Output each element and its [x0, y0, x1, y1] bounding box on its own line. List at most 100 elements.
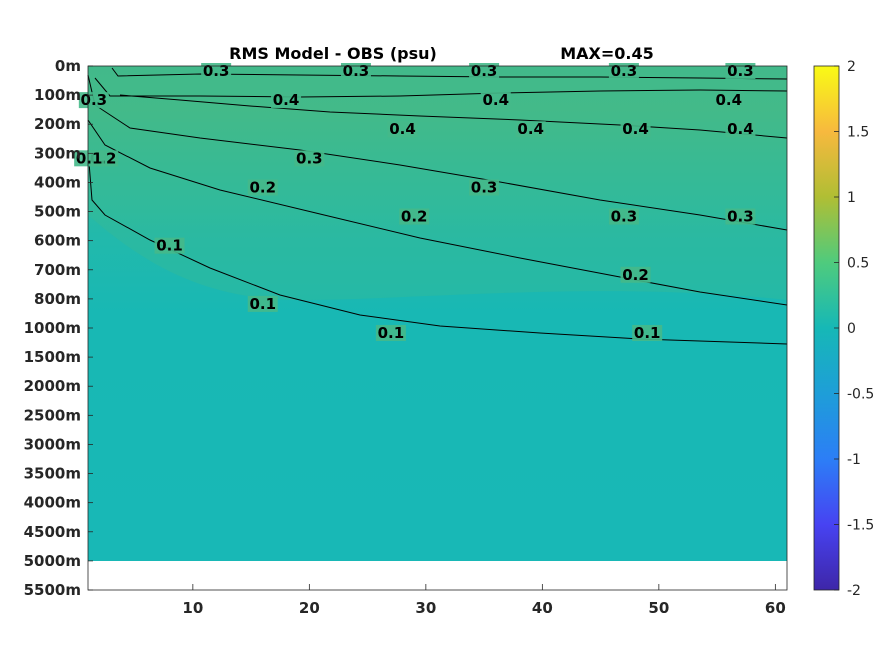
y-axis-ticks: 0m 100m 200m 300m 400m 500m 600m 700m 800m 1000m 1… — [24, 57, 93, 599]
contour-label-bg — [632, 325, 663, 341]
contour-label-text: 0.1 — [634, 324, 661, 342]
contour-label: 0.2 — [620, 266, 651, 284]
contour-label-text: 0.1 — [156, 237, 183, 255]
contour-label-bg — [294, 150, 325, 167]
y-tick-label: 4500m — [24, 523, 81, 541]
y-tick-label: 200m — [34, 115, 81, 133]
contour-label-text: 0.3 — [471, 62, 498, 80]
contour-label-bg — [154, 237, 185, 254]
contour-label-bg — [515, 121, 546, 138]
contour-label: 0.1 — [375, 324, 406, 342]
contour-label-text: 0.3 — [343, 62, 370, 80]
contour-label: 0.3 — [201, 62, 232, 80]
contour-line-0.2 — [87, 119, 788, 306]
contour-label-text: 0.3 — [611, 208, 638, 226]
contour-label: 0.3 — [725, 62, 756, 80]
contour-label-bg — [480, 92, 511, 109]
y-tick-label: 5500m — [24, 581, 81, 599]
contour-label-bg — [469, 63, 500, 79]
contour-label: 0.3 — [608, 62, 639, 80]
contour-label: 0.4 — [620, 120, 651, 138]
chart-title: RMS Model - OBS (psu) — [229, 44, 437, 63]
y-tick-label: 100m — [34, 86, 81, 104]
contour-label-bg — [271, 92, 302, 109]
contour-label-text: 0.1 — [249, 295, 276, 313]
y-tick-label: 5000m — [24, 552, 81, 570]
contour-label-text: 0.2 — [401, 208, 428, 226]
contour-label-bg — [725, 121, 756, 138]
y-tick-label: 3000m — [24, 435, 81, 453]
contour-label-text: 0.2 — [249, 178, 276, 196]
contour-label: 0.4 — [713, 91, 744, 109]
colorbar-ticks: 2 1.5 1 0.5 0 -0.5 -1 -1.5 -2 — [834, 59, 874, 599]
contour-label: 0.2 — [247, 178, 278, 196]
y-tick-label: 800m — [34, 290, 81, 308]
y-tick-label: 1000m — [24, 319, 81, 337]
x-tick-label: 20 — [299, 599, 320, 617]
colorbar-tick-label: 1 — [847, 190, 856, 206]
contour-label-text: 0.4 — [273, 91, 300, 109]
contour-label-text: 0.4 — [727, 120, 754, 138]
contour-label: 0.3 — [294, 149, 325, 167]
contour-label-text: 0.4 — [517, 120, 544, 138]
contour-label-bg — [620, 121, 651, 138]
contour-label: 0.4 — [271, 91, 302, 109]
contour-label: 0.1 — [247, 295, 278, 313]
contour-label-text: 0.4 — [715, 91, 742, 109]
contour-line-0.3-surface — [111, 67, 788, 80]
x-tick-label: 10 — [182, 599, 203, 617]
plot-area — [88, 66, 787, 590]
contour-label-bg — [201, 63, 232, 79]
contour-line-0.4-upper — [94, 77, 788, 98]
y-tick-label: 600m — [34, 232, 81, 250]
y-tick-label: 2500m — [24, 406, 81, 424]
max-annotation: MAX=0.45 — [560, 44, 654, 63]
y-tick-label: 2000m — [24, 377, 81, 395]
contour-label-text: 0.4 — [389, 120, 416, 138]
y-tick-label: 500m — [34, 203, 81, 221]
contour-label-bg — [78, 92, 109, 109]
contour-label-text: 0.2 — [622, 266, 649, 284]
contour-label-text: 0.3 — [611, 62, 638, 80]
contour-label-bg — [387, 121, 418, 138]
contour-label: 0.1 — [632, 324, 663, 342]
y-tick-label: 300m — [34, 144, 81, 162]
y-tick-label: 4000m — [24, 494, 81, 512]
y-tick-label: 0m — [55, 57, 81, 75]
contour-lines — [87, 67, 788, 345]
contour-label: 0.1 — [74, 149, 105, 167]
contour-label-text: 0.3 — [203, 62, 230, 80]
x-axis-ticks: 10 20 30 40 50 60 — [182, 584, 786, 617]
contour-label-bg — [399, 208, 430, 225]
y-tick-label: 1500m — [24, 348, 81, 366]
colorbar-tick-label: 0 — [847, 321, 856, 337]
contour-label: 0.3 — [340, 62, 371, 80]
contour-label-bg — [375, 325, 406, 341]
contour-line-0.1 — [87, 149, 788, 345]
contour-label-bg — [725, 208, 756, 225]
colorbar-tick-label: 1.5 — [847, 125, 869, 141]
heatmap-field — [88, 66, 787, 561]
colorbar-tick-label: -2 — [847, 583, 861, 599]
contour-label: 0.4 — [480, 91, 511, 109]
contour-label: 0.3 — [469, 178, 500, 196]
x-tick-label: 60 — [765, 599, 786, 617]
contour-label-text: 0.3 — [727, 208, 754, 226]
colorbar-tick-label: -1 — [847, 452, 861, 468]
contour-label: 0.4 — [725, 120, 756, 138]
contour-line-0.4-lower — [119, 94, 788, 139]
contour-label: 0.2 — [399, 208, 430, 226]
y-tick-label: 700m — [34, 261, 81, 279]
contour-line-0.3 — [87, 74, 788, 231]
contour-label-bg — [725, 63, 756, 79]
contour-label-text: 0.3 — [81, 91, 108, 109]
contour-label-bg — [340, 63, 371, 79]
y-tick-label: 3500m — [24, 465, 81, 483]
contour-label-text: 0.3 — [727, 62, 754, 80]
contour-label-bg — [620, 266, 651, 283]
contour-label-bg — [247, 295, 278, 312]
colorbar-tick-label: -0.5 — [847, 387, 874, 403]
colorbar-tick-label: 2 — [847, 59, 856, 75]
contour-label-text: 0.1 — [76, 149, 103, 167]
contour-label: 0.4 — [387, 120, 418, 138]
